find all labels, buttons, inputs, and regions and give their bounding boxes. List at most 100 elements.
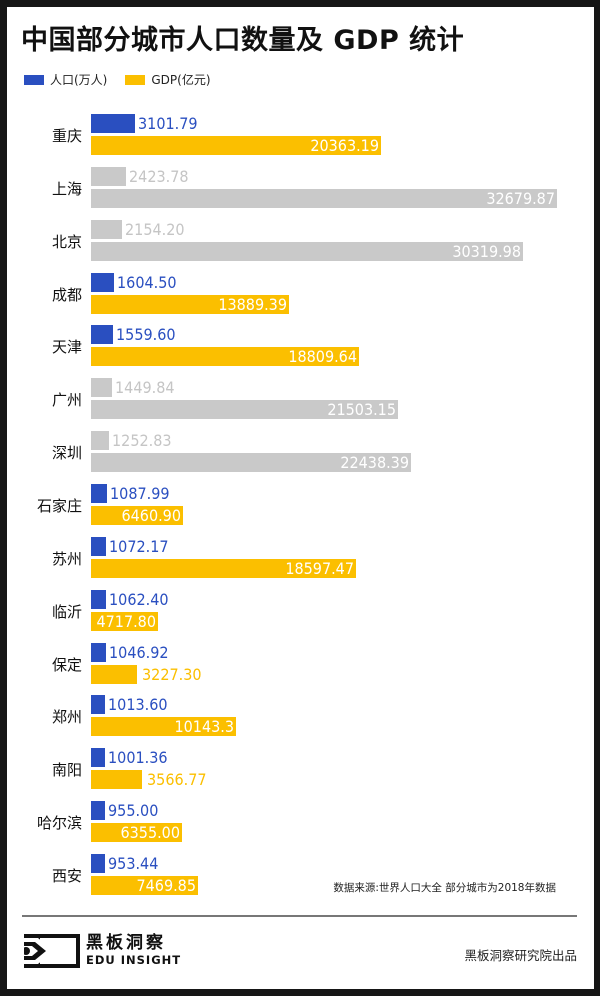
gdp-bar [91, 188, 557, 208]
chart-row: 郑州 1013.60 10143.3 [0, 695, 600, 737]
population-bar [91, 801, 105, 821]
footer-divider [22, 915, 577, 917]
gdp-value-label: 6355.00 [120, 823, 180, 843]
gdp-value-label: 22438.39 [340, 453, 409, 473]
city-label: 广州 [51, 391, 82, 410]
legend-item-population: 人口(万人) [24, 71, 107, 88]
legend-item-gdp: GDP(亿元) [125, 71, 211, 88]
city-label: 北京 [51, 232, 82, 251]
population-bar [91, 853, 105, 873]
population-value-label: 1604.50 [117, 272, 177, 292]
gdp-bar [91, 505, 183, 525]
population-value-label: 1087.99 [110, 483, 170, 503]
population-bar [91, 536, 106, 556]
city-label: 哈尔滨 [36, 814, 82, 833]
city-label: 上海 [51, 179, 82, 198]
chart-row: 西安 953.44 7469.85 [0, 853, 600, 896]
gdp-value-label: 3566.77 [147, 770, 207, 790]
population-bar [91, 114, 135, 133]
city-label: 苏州 [51, 549, 82, 568]
chart-row: 天津 1559.60 18809.64 [0, 325, 600, 367]
city-label: 西安 [51, 866, 82, 885]
population-value-label: 1559.60 [116, 325, 176, 345]
chart-row: 苏州 1072.17 18597.47 [0, 536, 600, 579]
legend-label-population: 人口(万人) [50, 73, 108, 87]
gdp-bar [91, 347, 359, 367]
gdp-bar [91, 400, 398, 420]
city-label: 郑州 [51, 708, 82, 727]
gdp-value-label: 32679.87 [486, 188, 555, 208]
population-value-label: 1013.60 [108, 695, 168, 715]
chart-row: 临沂 1062.40 4717.80 [0, 589, 600, 632]
population-bar [91, 219, 122, 239]
population-value-label: 955.00 [108, 801, 159, 821]
data-source-note: 数据来源:世界人口大全 部分城市为2018年数据 [333, 882, 556, 894]
gdp-bar [91, 770, 142, 790]
population-bar [91, 431, 109, 451]
gdp-bar [91, 717, 236, 737]
chart-row: 南阳 1001.36 3566.77 [0, 748, 600, 790]
population-value-label: 3101.79 [138, 114, 198, 133]
gdp-value-label: 10143.3 [174, 717, 234, 737]
chart-row: 石家庄 1087.99 6460.90 [0, 483, 600, 526]
chart-title: 中国部分城市人口数量及 GDP 统计 [21, 25, 465, 56]
gdp-value-label: 6460.90 [121, 505, 181, 525]
gdp-value-label: 20363.19 [310, 136, 379, 155]
gdp-bar [91, 823, 182, 843]
population-bar [91, 325, 113, 345]
gdp-bar [91, 136, 381, 155]
gdp-value-label: 3227.30 [142, 664, 202, 684]
gdp-value-label: 21503.15 [327, 400, 396, 420]
population-value-label: 1252.83 [112, 431, 172, 451]
chart-row: 深圳 1252.83 22438.39 [0, 431, 600, 473]
legend-swatch-population [24, 74, 44, 85]
brand-name-cn: 黑板洞察 [86, 933, 166, 954]
population-value-label: 1449.84 [115, 378, 175, 398]
brand-name-en: EDU INSIGHT [86, 953, 182, 968]
gdp-value-label: 13889.39 [218, 294, 287, 314]
population-bar [91, 378, 112, 398]
population-bar [91, 483, 107, 503]
population-bar [91, 589, 106, 609]
population-value-label: 2423.78 [129, 166, 189, 186]
gdp-value-label: 18809.64 [288, 347, 357, 367]
chart-row: 上海 2423.78 32679.87 [0, 166, 600, 209]
chart-row: 成都 1604.50 13889.39 [0, 272, 600, 315]
city-label: 成都 [51, 285, 82, 304]
chart-row: 广州 1449.84 21503.15 [0, 378, 600, 420]
gdp-bar [91, 294, 289, 314]
population-bar [91, 642, 106, 662]
chart-row: 保定 1046.92 3227.30 [0, 642, 600, 685]
population-bar [91, 272, 114, 292]
population-value-label: 2154.20 [125, 219, 185, 239]
population-value-label: 953.44 [108, 853, 159, 873]
gdp-bar [91, 453, 411, 473]
legend-swatch-gdp [125, 74, 146, 85]
gdp-value-label: 7469.85 [136, 875, 196, 895]
gdp-bar [91, 664, 137, 684]
population-bar [91, 748, 105, 768]
city-label: 石家庄 [36, 496, 82, 515]
gdp-value-label: 30319.98 [452, 241, 521, 261]
city-label: 保定 [51, 655, 82, 674]
brand-logo: 黑板洞察 EDU INSIGHT [24, 934, 181, 968]
chart-row: 哈尔滨 955.00 6355.00 [0, 801, 600, 843]
gdp-value-label: 4717.80 [96, 611, 156, 631]
population-value-label: 1001.36 [108, 748, 168, 768]
gdp-bar [91, 241, 523, 261]
gdp-bar [91, 875, 198, 895]
city-label: 临沂 [51, 602, 82, 621]
population-value-label: 1072.17 [109, 536, 169, 556]
city-label: 天津 [51, 338, 82, 357]
gdp-bar [91, 558, 356, 578]
legend: 人口(万人) GDP(亿元) [24, 71, 229, 88]
chart-row: 重庆 3101.79 20363.19 [0, 114, 600, 156]
eye-logo-icon [24, 934, 80, 968]
legend-label-gdp: GDP(亿元) [151, 73, 211, 87]
population-bar [91, 166, 126, 186]
chart-row: 北京 2154.20 30319.98 [0, 219, 600, 262]
city-label: 深圳 [51, 444, 82, 463]
city-label: 南阳 [51, 761, 82, 780]
population-bar [91, 695, 105, 715]
